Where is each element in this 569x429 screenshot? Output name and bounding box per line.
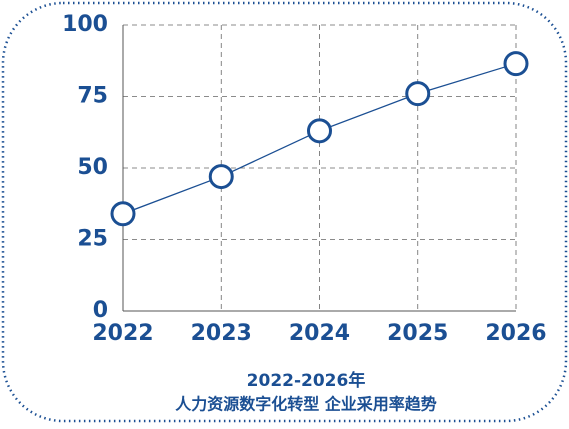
y-tick-label: 75 (77, 84, 108, 109)
chart-title: 2022-2026年 (247, 370, 366, 391)
x-tick-label: 2024 (289, 321, 350, 346)
chart-title: 人力资源数字化转型 企业采用率趋势 (175, 395, 437, 414)
x-tick-label: 2026 (485, 321, 546, 346)
marker (208, 164, 234, 190)
x-tick-label: 2023 (191, 321, 252, 346)
marker (110, 201, 136, 227)
marker (503, 51, 529, 77)
x-tick-label: 2025 (387, 321, 448, 346)
marker (405, 81, 431, 107)
x-tick-label: 2022 (92, 321, 153, 346)
y-tick-label: 100 (62, 12, 108, 37)
y-tick-label: 25 (77, 227, 108, 252)
y-tick-label: 50 (77, 155, 108, 180)
y-tick-label: 0 (93, 298, 108, 323)
marker (307, 118, 332, 144)
